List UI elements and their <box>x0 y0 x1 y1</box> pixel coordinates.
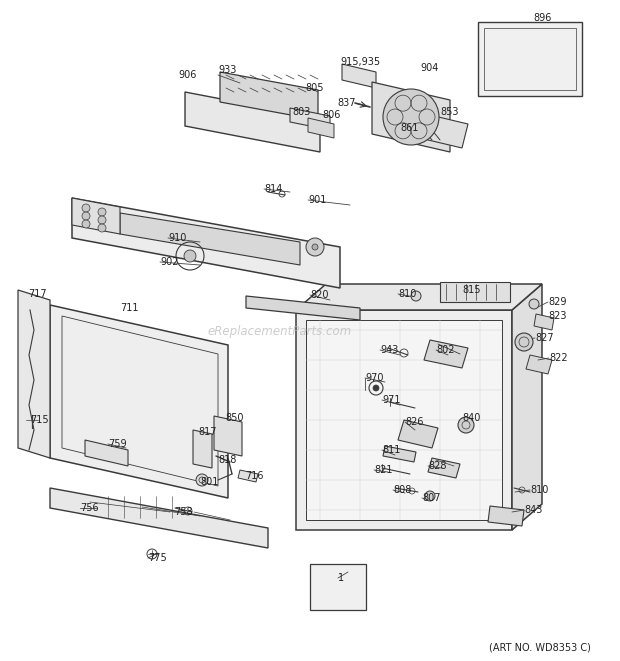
Polygon shape <box>185 92 320 152</box>
Text: 817: 817 <box>198 427 216 437</box>
Circle shape <box>373 385 379 391</box>
Polygon shape <box>306 320 502 520</box>
Circle shape <box>184 250 196 262</box>
Polygon shape <box>398 420 438 448</box>
Polygon shape <box>193 430 212 468</box>
Text: 822: 822 <box>549 353 568 363</box>
Text: 805: 805 <box>305 83 324 93</box>
Polygon shape <box>220 72 318 120</box>
Polygon shape <box>50 305 228 498</box>
Text: 910: 910 <box>168 233 187 243</box>
Polygon shape <box>18 290 50 458</box>
Text: 807: 807 <box>422 493 440 503</box>
Text: 840: 840 <box>462 413 480 423</box>
Text: 815: 815 <box>462 285 480 295</box>
Circle shape <box>383 89 439 145</box>
Circle shape <box>515 333 533 351</box>
Circle shape <box>98 224 106 232</box>
Circle shape <box>312 244 318 250</box>
Circle shape <box>425 491 435 501</box>
Text: 802: 802 <box>436 345 454 355</box>
Text: 811: 811 <box>382 445 401 455</box>
Text: 717: 717 <box>28 289 46 299</box>
Polygon shape <box>120 213 300 265</box>
Polygon shape <box>296 310 512 530</box>
Text: 904: 904 <box>420 63 438 73</box>
Polygon shape <box>290 108 330 130</box>
Circle shape <box>98 216 106 224</box>
Polygon shape <box>342 64 376 88</box>
Text: 759: 759 <box>108 439 126 449</box>
Polygon shape <box>50 488 268 548</box>
Text: 711: 711 <box>120 303 138 313</box>
Polygon shape <box>72 198 340 288</box>
Text: 970: 970 <box>365 373 384 383</box>
Text: 775: 775 <box>148 553 167 563</box>
Text: 827: 827 <box>535 333 554 343</box>
Text: eReplacementParts.com: eReplacementParts.com <box>208 325 352 338</box>
Circle shape <box>458 417 474 433</box>
Text: 823: 823 <box>548 311 567 321</box>
Polygon shape <box>372 82 450 152</box>
Circle shape <box>82 204 90 212</box>
Text: 715: 715 <box>30 415 48 425</box>
Circle shape <box>306 238 324 256</box>
Text: 758: 758 <box>174 507 193 517</box>
Text: 933: 933 <box>218 65 236 75</box>
Text: 818: 818 <box>218 455 236 465</box>
Polygon shape <box>85 440 128 466</box>
Polygon shape <box>424 340 468 368</box>
Polygon shape <box>478 22 582 96</box>
Text: 826: 826 <box>405 417 423 427</box>
Text: 837: 837 <box>337 98 355 108</box>
Text: 943: 943 <box>380 345 399 355</box>
Text: 843: 843 <box>524 505 542 515</box>
Polygon shape <box>440 282 510 302</box>
Text: 828: 828 <box>428 461 446 471</box>
Polygon shape <box>383 446 416 462</box>
Text: 810: 810 <box>530 485 548 495</box>
Text: 820: 820 <box>310 290 329 300</box>
Text: 861: 861 <box>400 123 419 133</box>
Text: 915,935: 915,935 <box>340 57 380 67</box>
Text: 902: 902 <box>160 257 179 267</box>
Circle shape <box>82 220 90 228</box>
Text: 810: 810 <box>398 289 417 299</box>
Text: 716: 716 <box>245 471 264 481</box>
Polygon shape <box>512 284 542 530</box>
Text: 850: 850 <box>225 413 244 423</box>
Circle shape <box>411 291 421 301</box>
Polygon shape <box>238 470 258 482</box>
Text: 853: 853 <box>440 107 459 117</box>
Text: 971: 971 <box>382 395 401 405</box>
Circle shape <box>98 208 106 216</box>
Text: 901: 901 <box>308 195 326 205</box>
Polygon shape <box>310 564 366 610</box>
Circle shape <box>529 299 539 309</box>
Text: 814: 814 <box>264 184 282 194</box>
Text: 756: 756 <box>80 503 99 513</box>
Circle shape <box>196 474 208 486</box>
Text: 806: 806 <box>322 110 340 120</box>
Polygon shape <box>214 416 242 456</box>
Polygon shape <box>488 506 524 526</box>
Text: 821: 821 <box>374 465 392 475</box>
Polygon shape <box>428 458 460 478</box>
Text: 906: 906 <box>178 70 197 80</box>
Circle shape <box>82 212 90 220</box>
Text: 896: 896 <box>533 13 551 23</box>
Polygon shape <box>72 198 120 234</box>
Text: 803: 803 <box>292 107 311 117</box>
Text: 801: 801 <box>200 477 218 487</box>
Polygon shape <box>308 118 334 138</box>
Polygon shape <box>424 115 468 148</box>
Polygon shape <box>526 355 552 374</box>
Text: 1: 1 <box>338 573 344 583</box>
Text: 808: 808 <box>393 485 412 495</box>
Text: 829: 829 <box>548 297 567 307</box>
Polygon shape <box>246 296 360 320</box>
Text: (ART NO. WD8353 C): (ART NO. WD8353 C) <box>489 643 591 653</box>
Polygon shape <box>534 314 554 330</box>
Polygon shape <box>296 284 542 310</box>
